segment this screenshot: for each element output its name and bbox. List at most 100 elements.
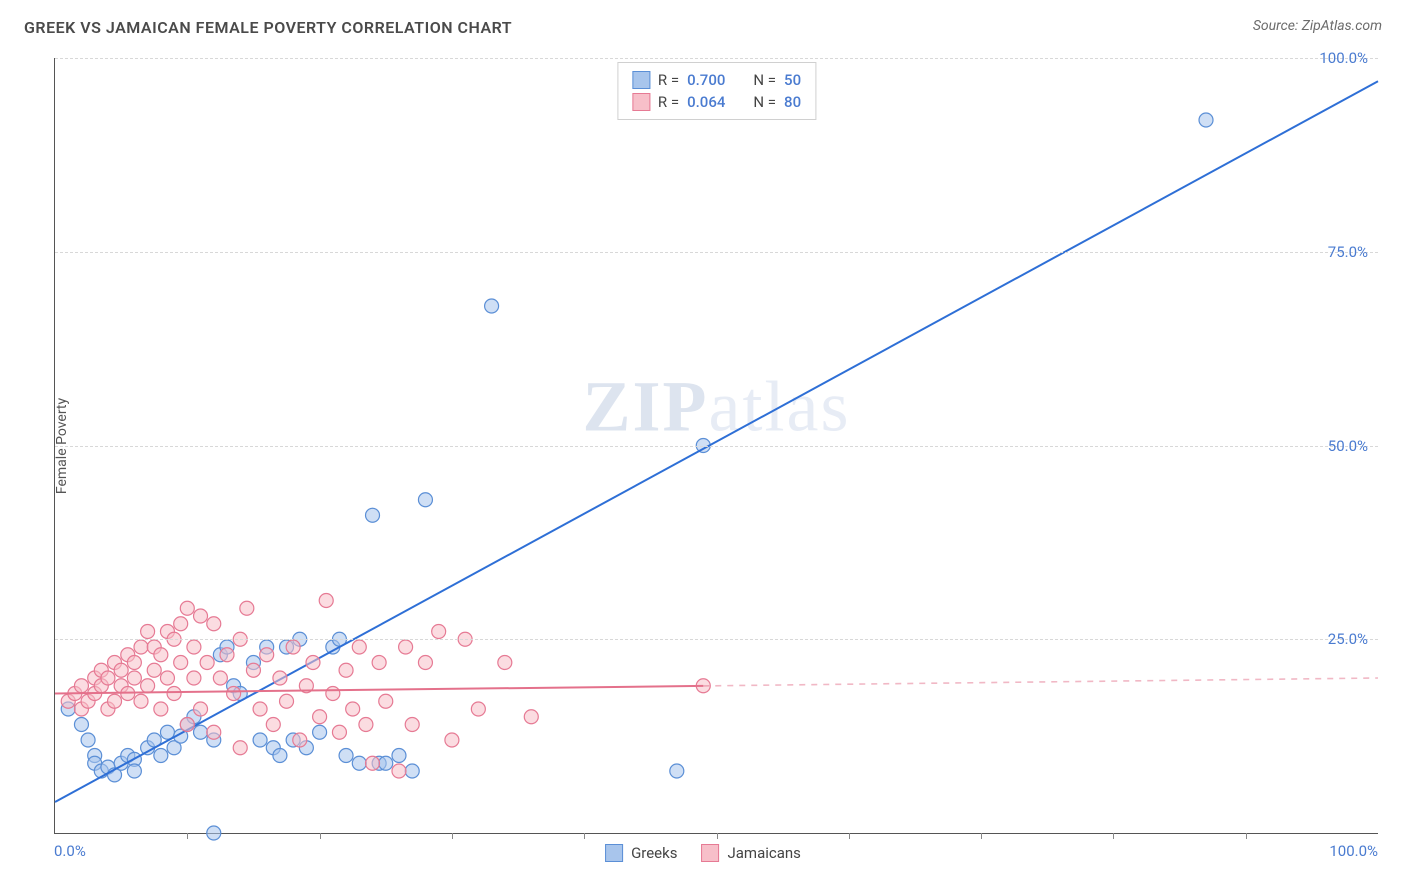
scatter-point-jamaicans — [346, 702, 360, 716]
scatter-point-greeks — [670, 764, 684, 778]
scatter-point-greeks — [339, 749, 353, 763]
x-tick — [1113, 833, 1114, 839]
y-tick-label: 50.0% — [1328, 437, 1368, 455]
legend-swatch-greeks — [632, 71, 650, 89]
legend-series-item-greeks: Greeks — [605, 844, 677, 862]
scatter-point-greeks — [253, 733, 267, 747]
n-value-greeks: 50 — [784, 71, 801, 89]
scatter-point-greeks — [392, 749, 406, 763]
grid-line — [55, 639, 1378, 640]
scatter-point-jamaicans — [313, 710, 327, 724]
scatter-point-jamaicans — [147, 663, 161, 677]
scatter-point-jamaicans — [200, 656, 214, 670]
r-value-greeks: 0.700 — [687, 71, 725, 89]
scatter-point-jamaicans — [180, 601, 194, 615]
scatter-point-greeks — [207, 826, 221, 840]
scatter-point-jamaicans — [180, 718, 194, 732]
scatter-point-jamaicans — [399, 640, 413, 654]
scatter-point-jamaicans — [366, 756, 380, 770]
y-tick-label: 25.0% — [1328, 630, 1368, 648]
scatter-point-greeks — [405, 764, 419, 778]
scatter-point-greeks — [127, 764, 141, 778]
scatter-point-jamaicans — [154, 702, 168, 716]
scatter-point-jamaicans — [379, 694, 393, 708]
scatter-point-jamaicans — [154, 648, 168, 662]
scatter-point-jamaicans — [253, 702, 267, 716]
legend-series-item-jamaicans: Jamaicans — [701, 844, 800, 862]
scatter-point-jamaicans — [266, 718, 280, 732]
scatter-point-jamaicans — [187, 640, 201, 654]
scatter-point-jamaicans — [240, 601, 254, 615]
scatter-point-jamaicans — [194, 609, 208, 623]
y-tick-label: 75.0% — [1328, 243, 1368, 261]
scatter-point-jamaicans — [114, 663, 128, 677]
scatter-point-jamaicans — [418, 656, 432, 670]
scatter-point-jamaicans — [167, 687, 181, 701]
grid-line — [55, 58, 1378, 59]
scatter-point-jamaicans — [127, 656, 141, 670]
legend-correlation-row-jamaicans: R = 0.064N = 80 — [632, 91, 801, 113]
scatter-point-jamaicans — [213, 671, 227, 685]
scatter-point-greeks — [154, 749, 168, 763]
scatter-point-jamaicans — [326, 687, 340, 701]
chart-title: GREEK VS JAMAICAN FEMALE POVERTY CORRELA… — [24, 18, 512, 37]
scatter-point-greeks — [74, 718, 88, 732]
legend-series: Greeks Jamaicans — [605, 844, 801, 862]
source-attribution: Source: ZipAtlas.com — [1253, 18, 1382, 34]
scatter-point-greeks — [418, 493, 432, 507]
scatter-point-jamaicans — [101, 671, 115, 685]
scatter-point-greeks — [81, 733, 95, 747]
scatter-point-jamaicans — [160, 671, 174, 685]
scatter-point-jamaicans — [141, 679, 155, 693]
scatter-point-jamaicans — [194, 702, 208, 716]
n-value-jamaicans: 80 — [784, 93, 801, 111]
scatter-point-jamaicans — [246, 663, 260, 677]
scatter-point-jamaicans — [405, 718, 419, 732]
scatter-point-jamaicans — [339, 663, 353, 677]
x-tick — [849, 833, 850, 839]
y-tick-label: 100.0% — [1319, 49, 1368, 67]
scatter-point-jamaicans — [498, 656, 512, 670]
r-label: R = — [658, 93, 679, 111]
scatter-point-jamaicans — [280, 694, 294, 708]
x-tick — [187, 833, 188, 839]
scatter-point-jamaicans — [332, 725, 346, 739]
x-tick — [1246, 833, 1247, 839]
scatter-point-jamaicans — [74, 679, 88, 693]
scatter-point-greeks — [1199, 113, 1213, 127]
r-label: R = — [658, 71, 679, 89]
scatter-point-greeks — [366, 508, 380, 522]
trend-line-greeks — [55, 81, 1378, 802]
scatter-point-jamaicans — [392, 764, 406, 778]
source-label: Source: — [1253, 18, 1302, 34]
scatter-point-jamaicans — [445, 733, 459, 747]
scatter-point-greeks — [273, 749, 287, 763]
chart-container: GREEK VS JAMAICAN FEMALE POVERTY CORRELA… — [0, 0, 1406, 892]
legend-swatch-greeks — [605, 844, 623, 862]
scatter-point-jamaicans — [207, 617, 221, 631]
scatter-point-jamaicans — [293, 733, 307, 747]
x-tick — [717, 833, 718, 839]
scatter-point-jamaicans — [187, 671, 201, 685]
scatter-point-jamaicans — [141, 625, 155, 639]
n-label: N = — [753, 93, 776, 111]
scatter-point-jamaicans — [319, 594, 333, 608]
scatter-point-jamaicans — [227, 687, 241, 701]
scatter-point-jamaicans — [273, 671, 287, 685]
legend-series-label-greeks: Greeks — [631, 844, 677, 862]
x-tick — [981, 833, 982, 839]
scatter-point-jamaicans — [359, 718, 373, 732]
scatter-point-greeks — [194, 725, 208, 739]
scatter-point-jamaicans — [174, 617, 188, 631]
scatter-point-jamaicans — [372, 656, 386, 670]
x-tick — [584, 833, 585, 839]
scatter-point-greeks — [352, 756, 366, 770]
x-tick — [320, 833, 321, 839]
scatter-point-jamaicans — [127, 671, 141, 685]
scatter-point-greeks — [313, 725, 327, 739]
scatter-point-jamaicans — [220, 648, 234, 662]
scatter-point-jamaicans — [524, 710, 538, 724]
legend-swatch-jamaicans — [701, 844, 719, 862]
plot-area: ZIPatlas R = 0.700N = 50R = 0.064N = 80 … — [54, 58, 1378, 834]
scatter-point-jamaicans — [134, 640, 148, 654]
